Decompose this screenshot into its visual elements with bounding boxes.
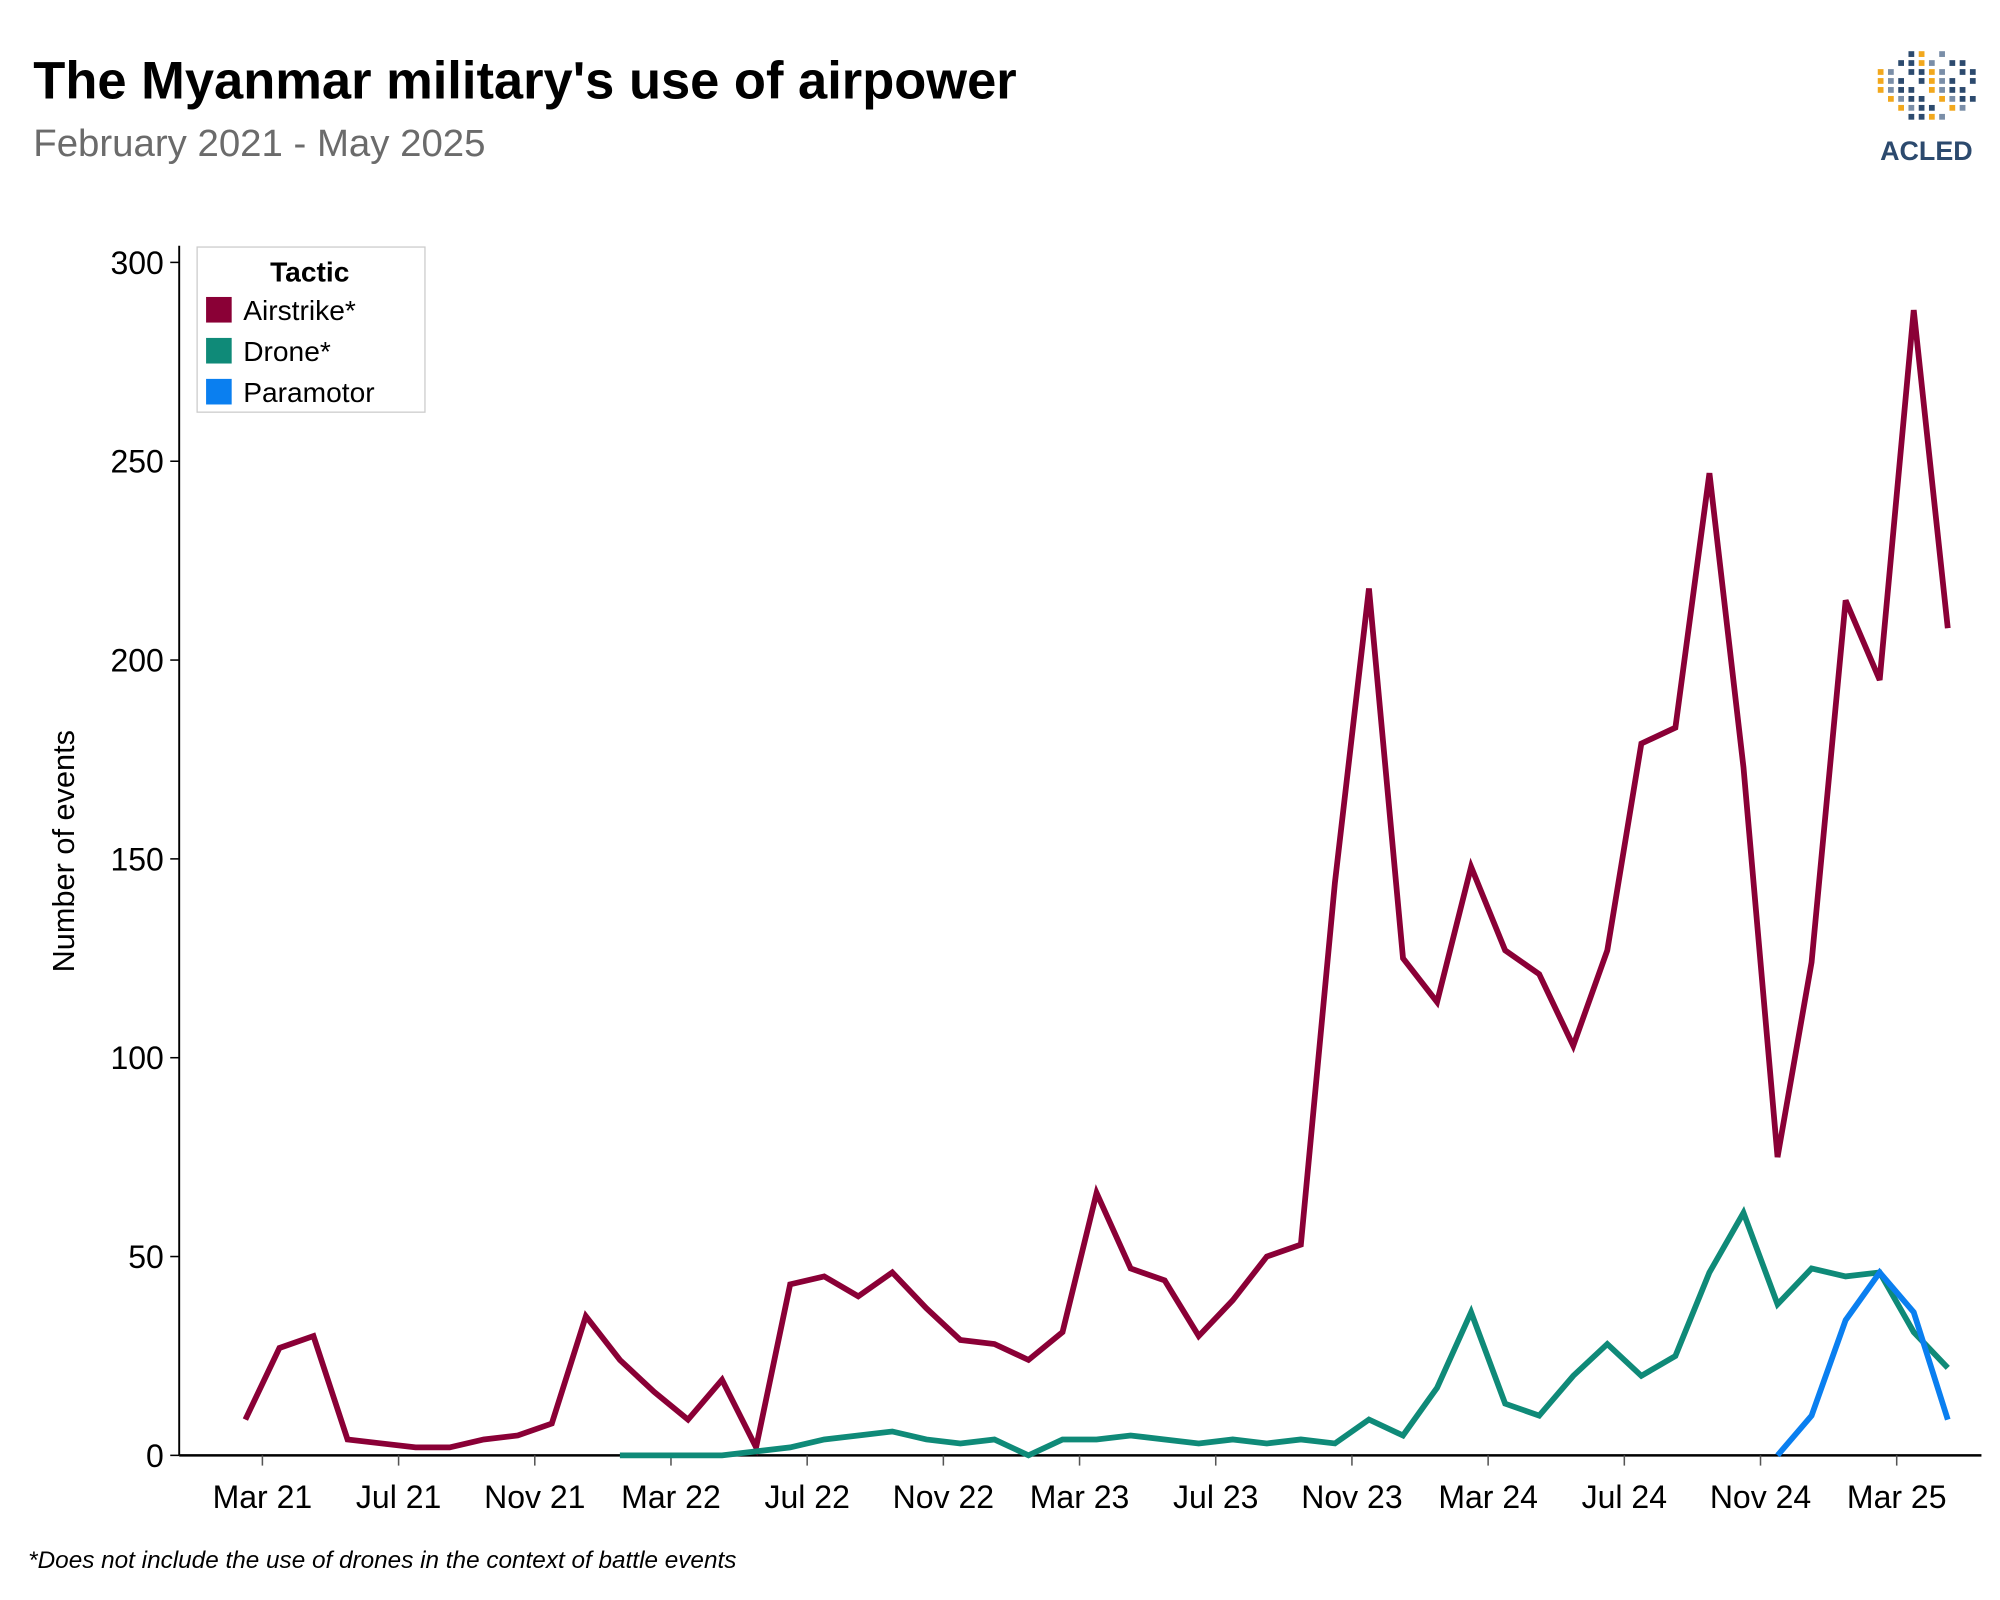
series-line-paramotor — [1775, 1267, 1951, 1458]
logo-dot — [1939, 96, 1945, 102]
logo-dot — [1959, 60, 1966, 66]
chart-subtitle: February 2021 - May 2025 — [33, 122, 485, 165]
logo-dot — [1898, 87, 1904, 93]
logo-dot — [1959, 69, 1966, 75]
logo-dot — [1969, 69, 1976, 75]
logo-dot — [1939, 69, 1945, 75]
y-tick-label: 50 — [128, 1239, 164, 1275]
logo-dot — [1928, 69, 1935, 75]
legend-swatch-drone — [206, 337, 232, 364]
y-tick-label: 200 — [110, 643, 163, 679]
logo-dot — [1908, 60, 1915, 66]
x-tick-label: Mar 24 — [1438, 1479, 1538, 1515]
logo-dot — [1949, 60, 1956, 66]
logo-globe-icon — [1877, 51, 1976, 120]
logo-dot — [1908, 69, 1915, 75]
logo-dot — [1888, 78, 1894, 84]
logo-dot — [1908, 87, 1915, 93]
x-tick-label: Nov 23 — [1301, 1479, 1402, 1515]
chart-title: The Myanmar military's use of airpower — [33, 52, 1016, 111]
logo-dot — [1928, 78, 1935, 84]
logo-dot — [1918, 69, 1925, 75]
x-tick-label: Mar 22 — [621, 1479, 721, 1515]
logo-dot — [1898, 60, 1904, 66]
logo-dot — [1949, 96, 1956, 102]
logo-dot — [1877, 78, 1884, 84]
x-tick-label: Jul 23 — [1173, 1479, 1258, 1515]
legend-box — [196, 246, 426, 413]
logo-dot — [1939, 113, 1945, 120]
x-tick-label: Nov 21 — [484, 1479, 585, 1515]
y-tick-label: 300 — [110, 245, 163, 281]
legend-label-airstrike: Airstrike* — [243, 295, 356, 326]
y-tick-label: 250 — [110, 444, 163, 480]
logo-dot — [1898, 78, 1904, 84]
logo-dot — [1888, 87, 1894, 93]
logo-dot — [1918, 113, 1925, 120]
series-line-drone — [619, 1206, 1950, 1459]
logo-dot — [1888, 96, 1894, 102]
logo-dot — [1908, 96, 1915, 102]
legend-title: Tactic — [270, 257, 349, 288]
logo-dot — [1949, 104, 1956, 111]
x-tick-label: Jul 22 — [764, 1479, 849, 1515]
logo-dot — [1918, 96, 1925, 102]
logo-dot — [1969, 78, 1976, 84]
logo-dot — [1888, 69, 1894, 75]
legend-label-paramotor: Paramotor — [243, 377, 374, 408]
logo-dot — [1898, 104, 1904, 111]
logo-dot — [1959, 96, 1966, 102]
logo-dot — [1908, 51, 1915, 57]
logo-dot — [1969, 96, 1976, 102]
legend-swatch-airstrike — [206, 296, 232, 323]
logo-dot — [1877, 69, 1884, 75]
logo-dot — [1877, 87, 1884, 93]
logo-dot — [1949, 87, 1956, 93]
y-axis-label: Number of events — [46, 730, 81, 972]
logo-dot — [1918, 51, 1925, 57]
logo-dot — [1949, 78, 1956, 84]
logo-dot — [1908, 113, 1915, 120]
logo-dot — [1959, 87, 1966, 93]
x-tick-label: Jul 21 — [356, 1479, 441, 1515]
y-tick-label: 0 — [146, 1438, 164, 1474]
acled-logo: ACLED — [1877, 51, 1976, 166]
logo-dot — [1908, 104, 1915, 111]
logo-dot — [1928, 60, 1935, 66]
logo-dot — [1939, 78, 1945, 84]
y-tick-label: 100 — [110, 1040, 163, 1076]
logo-dot — [1959, 104, 1966, 111]
logo-dot — [1918, 78, 1925, 84]
x-tick-label: Mar 21 — [213, 1479, 313, 1515]
series-line-airstrike — [242, 309, 1951, 1457]
legend-swatch-paramotor — [206, 378, 232, 405]
legend-label-drone: Drone* — [243, 336, 331, 367]
x-tick-label: Nov 24 — [1710, 1479, 1811, 1515]
logo-dot — [1939, 87, 1945, 93]
x-tick-label: Nov 22 — [893, 1479, 994, 1515]
logo-dot — [1928, 104, 1935, 111]
x-tick-label: Mar 25 — [1847, 1479, 1947, 1515]
logo-text: ACLED — [1880, 136, 1973, 166]
logo-dot — [1928, 113, 1935, 120]
x-tick-label: Mar 23 — [1030, 1479, 1130, 1515]
logo-dot — [1928, 87, 1935, 93]
y-tick-label: 150 — [110, 841, 163, 877]
legend: Tactic Airstrike* Drone* Paramotor — [196, 246, 426, 413]
x-tick-label: Jul 24 — [1582, 1479, 1667, 1515]
logo-dot — [1939, 51, 1945, 57]
footnote: *Does not include the use of drones in t… — [28, 1547, 736, 1574]
logo-dot — [1898, 96, 1904, 102]
logo-dot — [1918, 104, 1925, 111]
logo-dot — [1918, 60, 1925, 66]
